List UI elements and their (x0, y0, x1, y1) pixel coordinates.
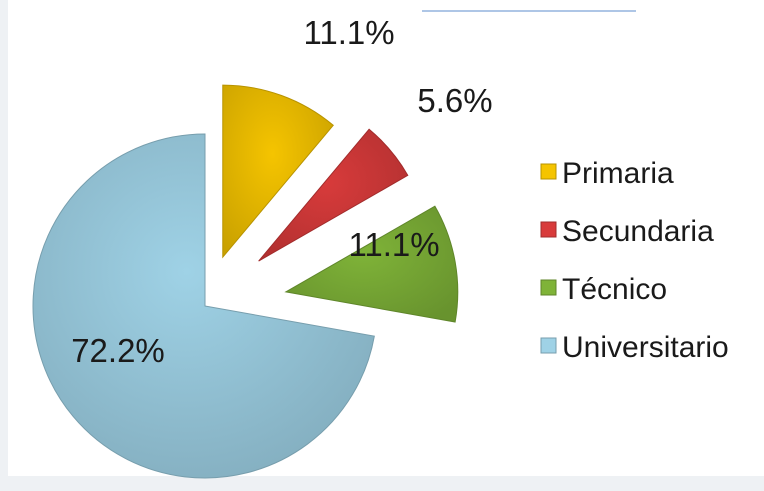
legend-swatch-tecnico (540, 279, 557, 296)
legend-label-universitario: Universitario (562, 331, 729, 364)
legend-swatch-universitario (540, 337, 557, 354)
data-label-universitario: 72.2% (71, 332, 165, 369)
data-label-tecnico: 11.1% (348, 226, 439, 263)
frame-edge-left (0, 0, 8, 491)
legend-label-secundaria: Secundaria (562, 215, 714, 248)
pie-slice-universitario (32, 133, 375, 479)
pie-slice-secundaria (258, 128, 409, 262)
top-divider-line (422, 10, 636, 12)
data-label-primaria: 11.1% (303, 14, 394, 51)
data-label-secundaria: 5.6% (417, 82, 492, 119)
legend-swatch-primaria (540, 163, 557, 180)
legend-label-tecnico: Técnico (562, 273, 667, 306)
pie-slice-primaria (222, 84, 334, 259)
legend-label-primaria: Primaria (562, 157, 674, 190)
legend-swatch-secundaria (540, 221, 557, 238)
pie-slice-tecnico (284, 205, 459, 323)
frame-edge-bottom (0, 476, 764, 491)
